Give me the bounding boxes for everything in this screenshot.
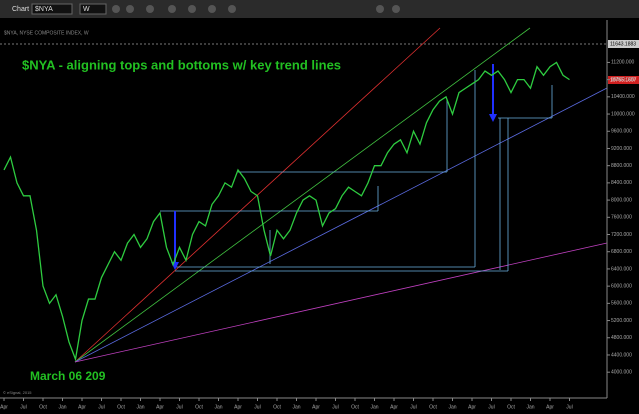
- price-label-bg: [608, 40, 639, 48]
- y-tick-label: 10000.000: [611, 111, 635, 117]
- x-tick-label: Jan: [58, 404, 66, 410]
- price-label: 10765.1607: [610, 77, 637, 83]
- chart-subtitle: $NYA, NYSE COMPOSITE INDEX, W: [4, 30, 89, 36]
- x-tick-label: Apr: [78, 404, 86, 410]
- x-tick-label: Oct: [39, 404, 47, 410]
- y-tick-label: 10400.000: [611, 94, 635, 100]
- y-tick-label: 6000.000: [611, 283, 632, 289]
- x-tick-label: Oct: [507, 404, 515, 410]
- x-tick-label: Jul: [332, 404, 338, 410]
- price-line: [3, 61, 570, 362]
- chart-title: $NYA - aligning tops and bottoms w/ key …: [22, 57, 341, 72]
- toolbar-item[interactable]: W: [83, 6, 90, 13]
- y-tick-label: 11200.000: [611, 60, 634, 66]
- y-tick-label: 8800.000: [611, 163, 632, 169]
- x-tick-label: Jan: [292, 404, 300, 410]
- x-tick-label: Oct: [351, 404, 359, 410]
- y-tick-label: 8400.000: [611, 180, 632, 186]
- x-tick-label: Jul: [20, 404, 26, 410]
- x-tick-label: Oct: [429, 404, 437, 410]
- y-tick-label: 4800.000: [611, 335, 632, 341]
- toolbar-item[interactable]: $NYA: [35, 6, 53, 13]
- x-tick-label: Apr: [312, 404, 320, 410]
- x-tick-label: Jul: [566, 404, 572, 410]
- y-tick-label: 4400.000: [611, 352, 632, 358]
- trend-lines: [74, 27, 608, 363]
- interval-box[interactable]: [79, 3, 107, 15]
- x-tick-label: Apr: [156, 404, 164, 410]
- y-tick-label: 6400.000: [611, 266, 632, 272]
- x-tick-label: Jul: [488, 404, 494, 410]
- alignment-boxes: [160, 70, 553, 272]
- y-tick-label: 7600.000: [611, 215, 632, 221]
- x-tick-label: Apr: [390, 404, 398, 410]
- symbol-box[interactable]: [31, 3, 73, 15]
- y-axis-area: [607, 20, 639, 414]
- y-tick-label: 5600.000: [611, 301, 632, 307]
- price-label-bg: [608, 76, 639, 84]
- x-tick-label: Apr: [234, 404, 242, 410]
- x-tick-label: Apr: [468, 404, 476, 410]
- y-tick-label: 8000.000: [611, 197, 632, 203]
- toolbar-item[interactable]: Chart: [12, 6, 29, 13]
- copyright: © eSignal, 2015: [3, 390, 32, 395]
- y-tick-label: 5200.000: [611, 318, 632, 324]
- y-tick-label: 4000.000: [611, 370, 632, 376]
- x-tick-label: Apr: [546, 404, 554, 410]
- annotation: March 06 209: [30, 369, 106, 383]
- price-label: 11643.1883: [610, 41, 636, 47]
- x-tick-label: Jan: [214, 404, 222, 410]
- y-tick-label: 9600.000: [611, 129, 632, 135]
- x-tick-label: Jan: [448, 404, 456, 410]
- y-tick-label: 10800.000: [611, 77, 635, 83]
- x-tick-label: Oct: [117, 404, 125, 410]
- x-tick-label: Apr: [0, 404, 8, 410]
- x-tick-label: Jul: [98, 404, 104, 410]
- x-tick-label: Jul: [254, 404, 260, 410]
- x-tick-label: Jan: [136, 404, 144, 410]
- y-tick-label: 6800.000: [611, 249, 632, 255]
- toolbar-icons: [112, 5, 400, 13]
- y-tick-label: 7200.000: [611, 232, 632, 238]
- x-tick-label: Oct: [273, 404, 281, 410]
- x-tick-label: Jan: [526, 404, 534, 410]
- x-tick-label: Jan: [370, 404, 378, 410]
- y-tick-label: 9200.000: [611, 146, 632, 152]
- x-tick-label: Jul: [410, 404, 416, 410]
- x-tick-label: Jul: [176, 404, 182, 410]
- x-tick-label: Oct: [195, 404, 203, 410]
- toolbar: [0, 0, 639, 18]
